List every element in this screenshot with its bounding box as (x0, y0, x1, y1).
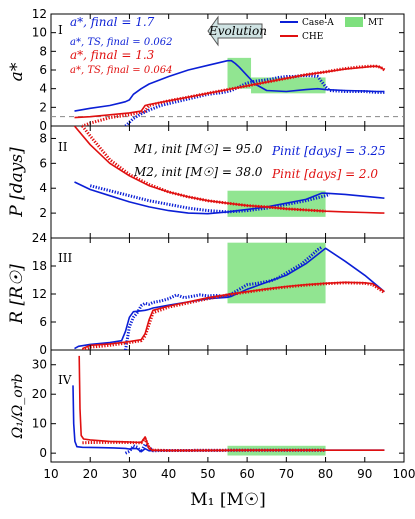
legend-mt-label: MT (368, 18, 383, 28)
series-p0-case-a (74, 59, 385, 112)
mt-band-p1-0 (227, 190, 326, 217)
ytick-label-p2-1: 6 (39, 315, 47, 329)
ytick-label-p0-4: 8 (39, 44, 47, 58)
xtick-label-0: 10 (43, 467, 58, 481)
series-p0-che-dotted (81, 64, 386, 126)
xtick-label-3: 40 (161, 467, 176, 481)
panel-label-p: II (58, 140, 68, 154)
series-p1-case-a (74, 181, 385, 215)
ylabel-omega: Ω₁/Ω_orb (10, 374, 26, 440)
xtick-label-6: 70 (279, 467, 294, 481)
series-p1-che-dotted (81, 126, 326, 213)
series-p2-che (82, 281, 385, 350)
ytick-label-p3-1: 10 (32, 417, 47, 431)
legend-mt-swatch (345, 17, 363, 27)
evolution-arrow: Evolution (207, 15, 267, 47)
panel-label-omega: IV (58, 373, 72, 387)
panel-label-a: I (58, 23, 63, 37)
annot-red-ts-final: a*, TS, final = 0.064 (70, 65, 172, 76)
ytick-label-p0-1: 2 (39, 100, 47, 114)
mt-band-p0-0 (227, 57, 252, 89)
ytick-label-p1-1: 4 (39, 181, 47, 195)
ytick-label-p0-0: 0 (39, 119, 47, 133)
series-p2-case-a-dotted (124, 246, 323, 350)
legend-case-a-label: Case-A (302, 18, 334, 28)
ylabel-a: a* (7, 62, 27, 81)
xtick-label-2: 30 (122, 467, 137, 481)
ytick-label-p2-0: 0 (39, 343, 47, 357)
series-p0-che (74, 65, 385, 119)
annot-blue-p-init: Pinit [days] = 3.25 (271, 144, 386, 158)
ylabel-r: R [R☉] (7, 264, 27, 325)
ytick-label-p0-6: 12 (32, 7, 47, 21)
ytick-label-p3-3: 30 (32, 358, 47, 372)
ytick-label-p0-5: 10 (32, 26, 47, 40)
ytick-label-p3-0: 0 (39, 446, 47, 460)
xtick-label-4: 50 (200, 467, 215, 481)
mt-bands (227, 57, 326, 456)
legend: Case-A MT CHE (280, 17, 383, 42)
ytick-label-p2-2: 12 (32, 287, 47, 301)
series-lines (72, 59, 386, 455)
annot-red-p-init: Pinit [days] = 2.0 (271, 167, 378, 181)
annot-blue-ts-final: a*, TS, final = 0.062 (70, 37, 172, 48)
series-p3-che (78, 355, 385, 452)
xtick-label-8: 90 (357, 467, 372, 481)
mt-band-p2-0 (227, 242, 326, 304)
xtick-label-5: 60 (239, 467, 254, 481)
xlabel: M₁ [M☉] (190, 490, 266, 510)
xtick-label-7: 80 (318, 467, 333, 481)
ytick-label-p2-4: 24 (32, 231, 47, 245)
ytick-label-p2-3: 18 (32, 259, 47, 273)
ylabel-p: P [days] (7, 147, 27, 218)
evolution-label: Evolution (208, 24, 267, 38)
legend-che-label: CHE (302, 32, 323, 42)
evolution-arrow-icon (207, 15, 263, 47)
annot-blue-final: a*, final = 1.7 (70, 15, 155, 29)
panel-label-r: III (58, 251, 72, 265)
annot-m2-init: M2, init [M☉] = 38.0 (133, 165, 263, 179)
panel-frame-omega (50, 349, 405, 463)
ytick-label-p3-2: 20 (32, 387, 47, 401)
ytick-label-p0-3: 6 (39, 63, 47, 77)
series-p1-case-a-dotted (89, 184, 330, 214)
series-p0-case-a-dotted (124, 74, 385, 126)
ytick-label-p1-0: 2 (39, 206, 47, 220)
series-p3-che-dotted (82, 436, 326, 452)
ytick-label-p1-3: 8 (39, 131, 47, 145)
xtick-label-9: 100 (393, 467, 415, 481)
annot-m1-init: M1, init [M☉] = 95.0 (133, 142, 263, 156)
ytick-label-p1-2: 6 (39, 156, 47, 170)
xtick-label-1: 20 (83, 467, 98, 481)
series-p2-case-a (74, 247, 385, 350)
ytick-label-p0-2: 4 (39, 82, 47, 96)
annot-red-final: a*, final = 1.3 (70, 48, 155, 62)
